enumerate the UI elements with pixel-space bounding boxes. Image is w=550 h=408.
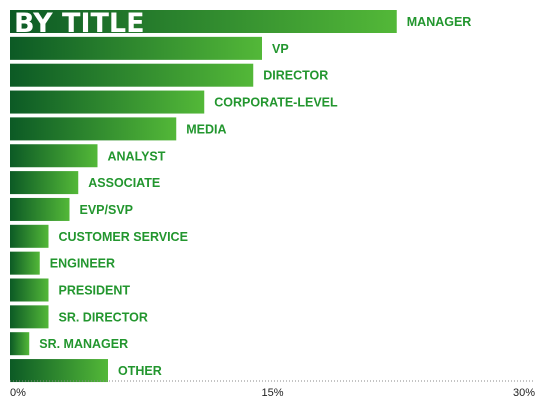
bar-label: MEDIA — [186, 122, 226, 136]
bar-label: DIRECTOR — [263, 69, 328, 83]
chart-title: BY TITLE — [14, 8, 145, 39]
bar-label: MANAGER — [407, 15, 472, 29]
bar-sr-director — [10, 305, 49, 329]
bar-associate — [10, 171, 79, 195]
bar-label: PRESIDENT — [59, 284, 131, 298]
bar-engineer — [10, 251, 40, 275]
bar-media — [10, 117, 177, 141]
bar-president — [10, 278, 49, 302]
bar-customer-service — [10, 224, 49, 248]
bar-labels-group: MANAGER VP DIRECTOR CORPORATE-LEVEL MEDIA ANA… — [39, 15, 471, 378]
bar-label: CORPORATE-LEVEL — [214, 96, 338, 110]
bar-label: EVP/SVP — [80, 203, 134, 217]
x-tick-label: 15% — [261, 387, 283, 399]
bar-manager — [10, 10, 397, 33]
bar-other — [10, 359, 108, 383]
x-tick-label: 0% — [10, 387, 26, 399]
bar-label: CUSTOMER SERVICE — [59, 230, 188, 244]
bar-label: SR. MANAGER — [39, 337, 128, 351]
bars-group — [10, 10, 397, 383]
bar-label: ASSOCIATE — [88, 176, 160, 190]
bar-label: ANALYST — [108, 149, 166, 163]
bar-director — [10, 63, 254, 87]
bar-corporate-level — [10, 90, 205, 114]
bar-sr-manager — [10, 332, 30, 356]
bar-label: SR. DIRECTOR — [59, 310, 148, 324]
x-axis-ticks: 0% 15% 30% — [10, 387, 535, 399]
bar-evp-svp — [10, 197, 70, 221]
bar-label: OTHER — [118, 364, 162, 378]
bar-label: ENGINEER — [50, 257, 115, 271]
bar-vp — [10, 36, 262, 60]
x-tick-label: 30% — [513, 387, 535, 399]
bar-label: VP — [272, 42, 289, 56]
bar-analyst — [10, 144, 98, 168]
